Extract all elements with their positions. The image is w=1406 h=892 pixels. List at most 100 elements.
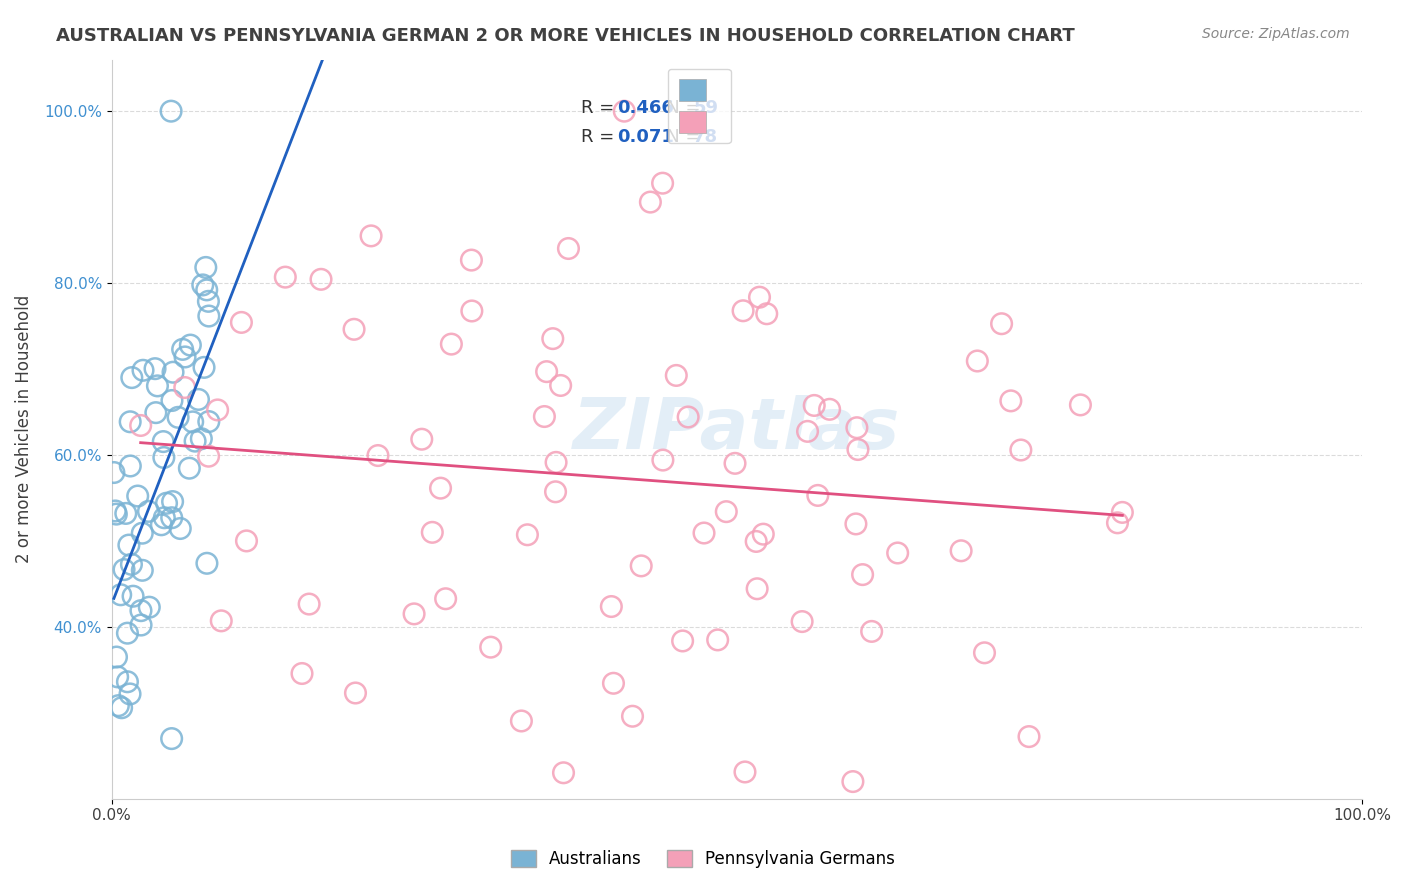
- Point: [845, 516, 868, 531]
- Legend: , : ,: [668, 69, 731, 144]
- Point: [748, 290, 770, 304]
- Point: [790, 615, 813, 629]
- Point: [734, 764, 756, 779]
- Text: AUSTRALIAN VS PENNSYLVANIA GERMAN 2 OR MORE VEHICLES IN HOUSEHOLD CORRELATION CH: AUSTRALIAN VS PENNSYLVANIA GERMAN 2 OR M…: [56, 27, 1076, 45]
- Point: [1111, 505, 1133, 519]
- Point: [155, 496, 177, 510]
- Point: [198, 309, 221, 323]
- Point: [153, 510, 176, 524]
- Point: [613, 104, 636, 119]
- Point: [860, 624, 883, 639]
- Legend: Australians, Pennsylvania Germans: Australians, Pennsylvania Germans: [505, 843, 901, 875]
- Point: [107, 670, 129, 684]
- Point: [118, 687, 141, 701]
- Point: [298, 597, 321, 611]
- Point: [541, 332, 564, 346]
- Point: [162, 365, 184, 379]
- Point: [167, 410, 190, 425]
- Point: [193, 360, 215, 375]
- Text: 0.466: 0.466: [617, 99, 673, 117]
- Point: [160, 731, 183, 746]
- Point: [852, 567, 875, 582]
- Point: [672, 634, 695, 648]
- Point: [434, 591, 457, 606]
- Point: [557, 242, 579, 256]
- Point: [143, 361, 166, 376]
- Text: R =: R =: [581, 99, 620, 117]
- Point: [117, 626, 139, 640]
- Point: [440, 337, 463, 351]
- Point: [110, 700, 132, 714]
- Point: [120, 415, 142, 429]
- Point: [842, 774, 865, 789]
- Point: [803, 399, 825, 413]
- Point: [755, 307, 778, 321]
- Text: N =: N =: [650, 99, 707, 117]
- Point: [197, 294, 219, 309]
- Point: [152, 434, 174, 449]
- Point: [630, 558, 652, 573]
- Point: [145, 406, 167, 420]
- Text: ZIPatlas: ZIPatlas: [574, 394, 901, 464]
- Point: [404, 607, 426, 621]
- Point: [103, 466, 125, 480]
- Point: [343, 322, 366, 336]
- Point: [845, 420, 868, 434]
- Point: [724, 456, 747, 470]
- Point: [706, 632, 728, 647]
- Point: [846, 442, 869, 457]
- Point: [195, 283, 218, 297]
- Point: [752, 527, 775, 541]
- Point: [120, 458, 142, 473]
- Point: [693, 526, 716, 541]
- Point: [1107, 516, 1129, 530]
- Point: [950, 543, 973, 558]
- Point: [162, 494, 184, 508]
- Point: [600, 599, 623, 614]
- Point: [309, 272, 332, 286]
- Point: [745, 534, 768, 549]
- Point: [966, 354, 988, 368]
- Point: [104, 504, 127, 518]
- Point: [344, 686, 367, 700]
- Point: [411, 432, 433, 446]
- Point: [127, 489, 149, 503]
- Point: [536, 365, 558, 379]
- Point: [194, 260, 217, 275]
- Point: [461, 304, 484, 318]
- Point: [640, 195, 662, 210]
- Point: [138, 504, 160, 518]
- Point: [360, 228, 382, 243]
- Point: [129, 618, 152, 632]
- Point: [886, 546, 908, 560]
- Point: [602, 676, 624, 690]
- Point: [160, 510, 183, 524]
- Point: [195, 556, 218, 570]
- Point: [120, 558, 142, 572]
- Point: [621, 709, 644, 723]
- Point: [131, 563, 153, 577]
- Point: [112, 563, 135, 577]
- Point: [460, 253, 482, 268]
- Point: [191, 277, 214, 292]
- Text: 59: 59: [693, 99, 718, 117]
- Point: [747, 582, 769, 596]
- Point: [160, 104, 183, 119]
- Point: [150, 517, 173, 532]
- Text: Source: ZipAtlas.com: Source: ZipAtlas.com: [1202, 27, 1350, 41]
- Point: [129, 418, 152, 433]
- Point: [550, 378, 572, 392]
- Point: [553, 765, 575, 780]
- Point: [169, 521, 191, 535]
- Point: [187, 392, 209, 407]
- Point: [121, 370, 143, 384]
- Point: [544, 484, 567, 499]
- Point: [676, 409, 699, 424]
- Point: [818, 402, 841, 417]
- Point: [429, 481, 451, 495]
- Point: [138, 600, 160, 615]
- Point: [274, 270, 297, 285]
- Point: [231, 315, 253, 329]
- Point: [516, 528, 538, 542]
- Point: [420, 525, 443, 540]
